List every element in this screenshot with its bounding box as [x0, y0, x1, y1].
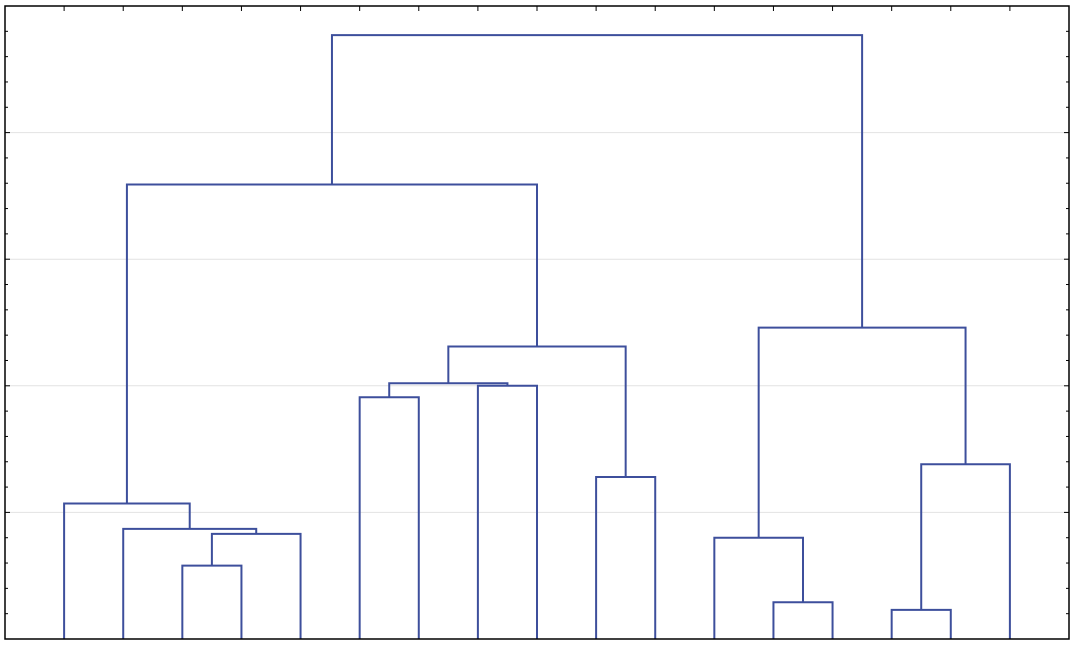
dendrogram-link	[358, 396, 420, 639]
dendrogram-link	[210, 532, 302, 639]
dendrogram-link	[595, 475, 657, 639]
dendrogram-link	[920, 463, 1011, 639]
dendrogram-link	[757, 326, 967, 538]
dendrogram-link	[890, 608, 952, 639]
dendrogram-link	[772, 601, 834, 639]
dendrogram-link	[63, 502, 191, 639]
dendrogram-link	[181, 564, 243, 639]
plot-frame	[4, 5, 1070, 640]
dendrogram-link	[713, 536, 804, 639]
dendrogram-link	[125, 183, 538, 504]
dendrogram-link	[122, 527, 258, 639]
dendrogram-link	[330, 34, 864, 328]
